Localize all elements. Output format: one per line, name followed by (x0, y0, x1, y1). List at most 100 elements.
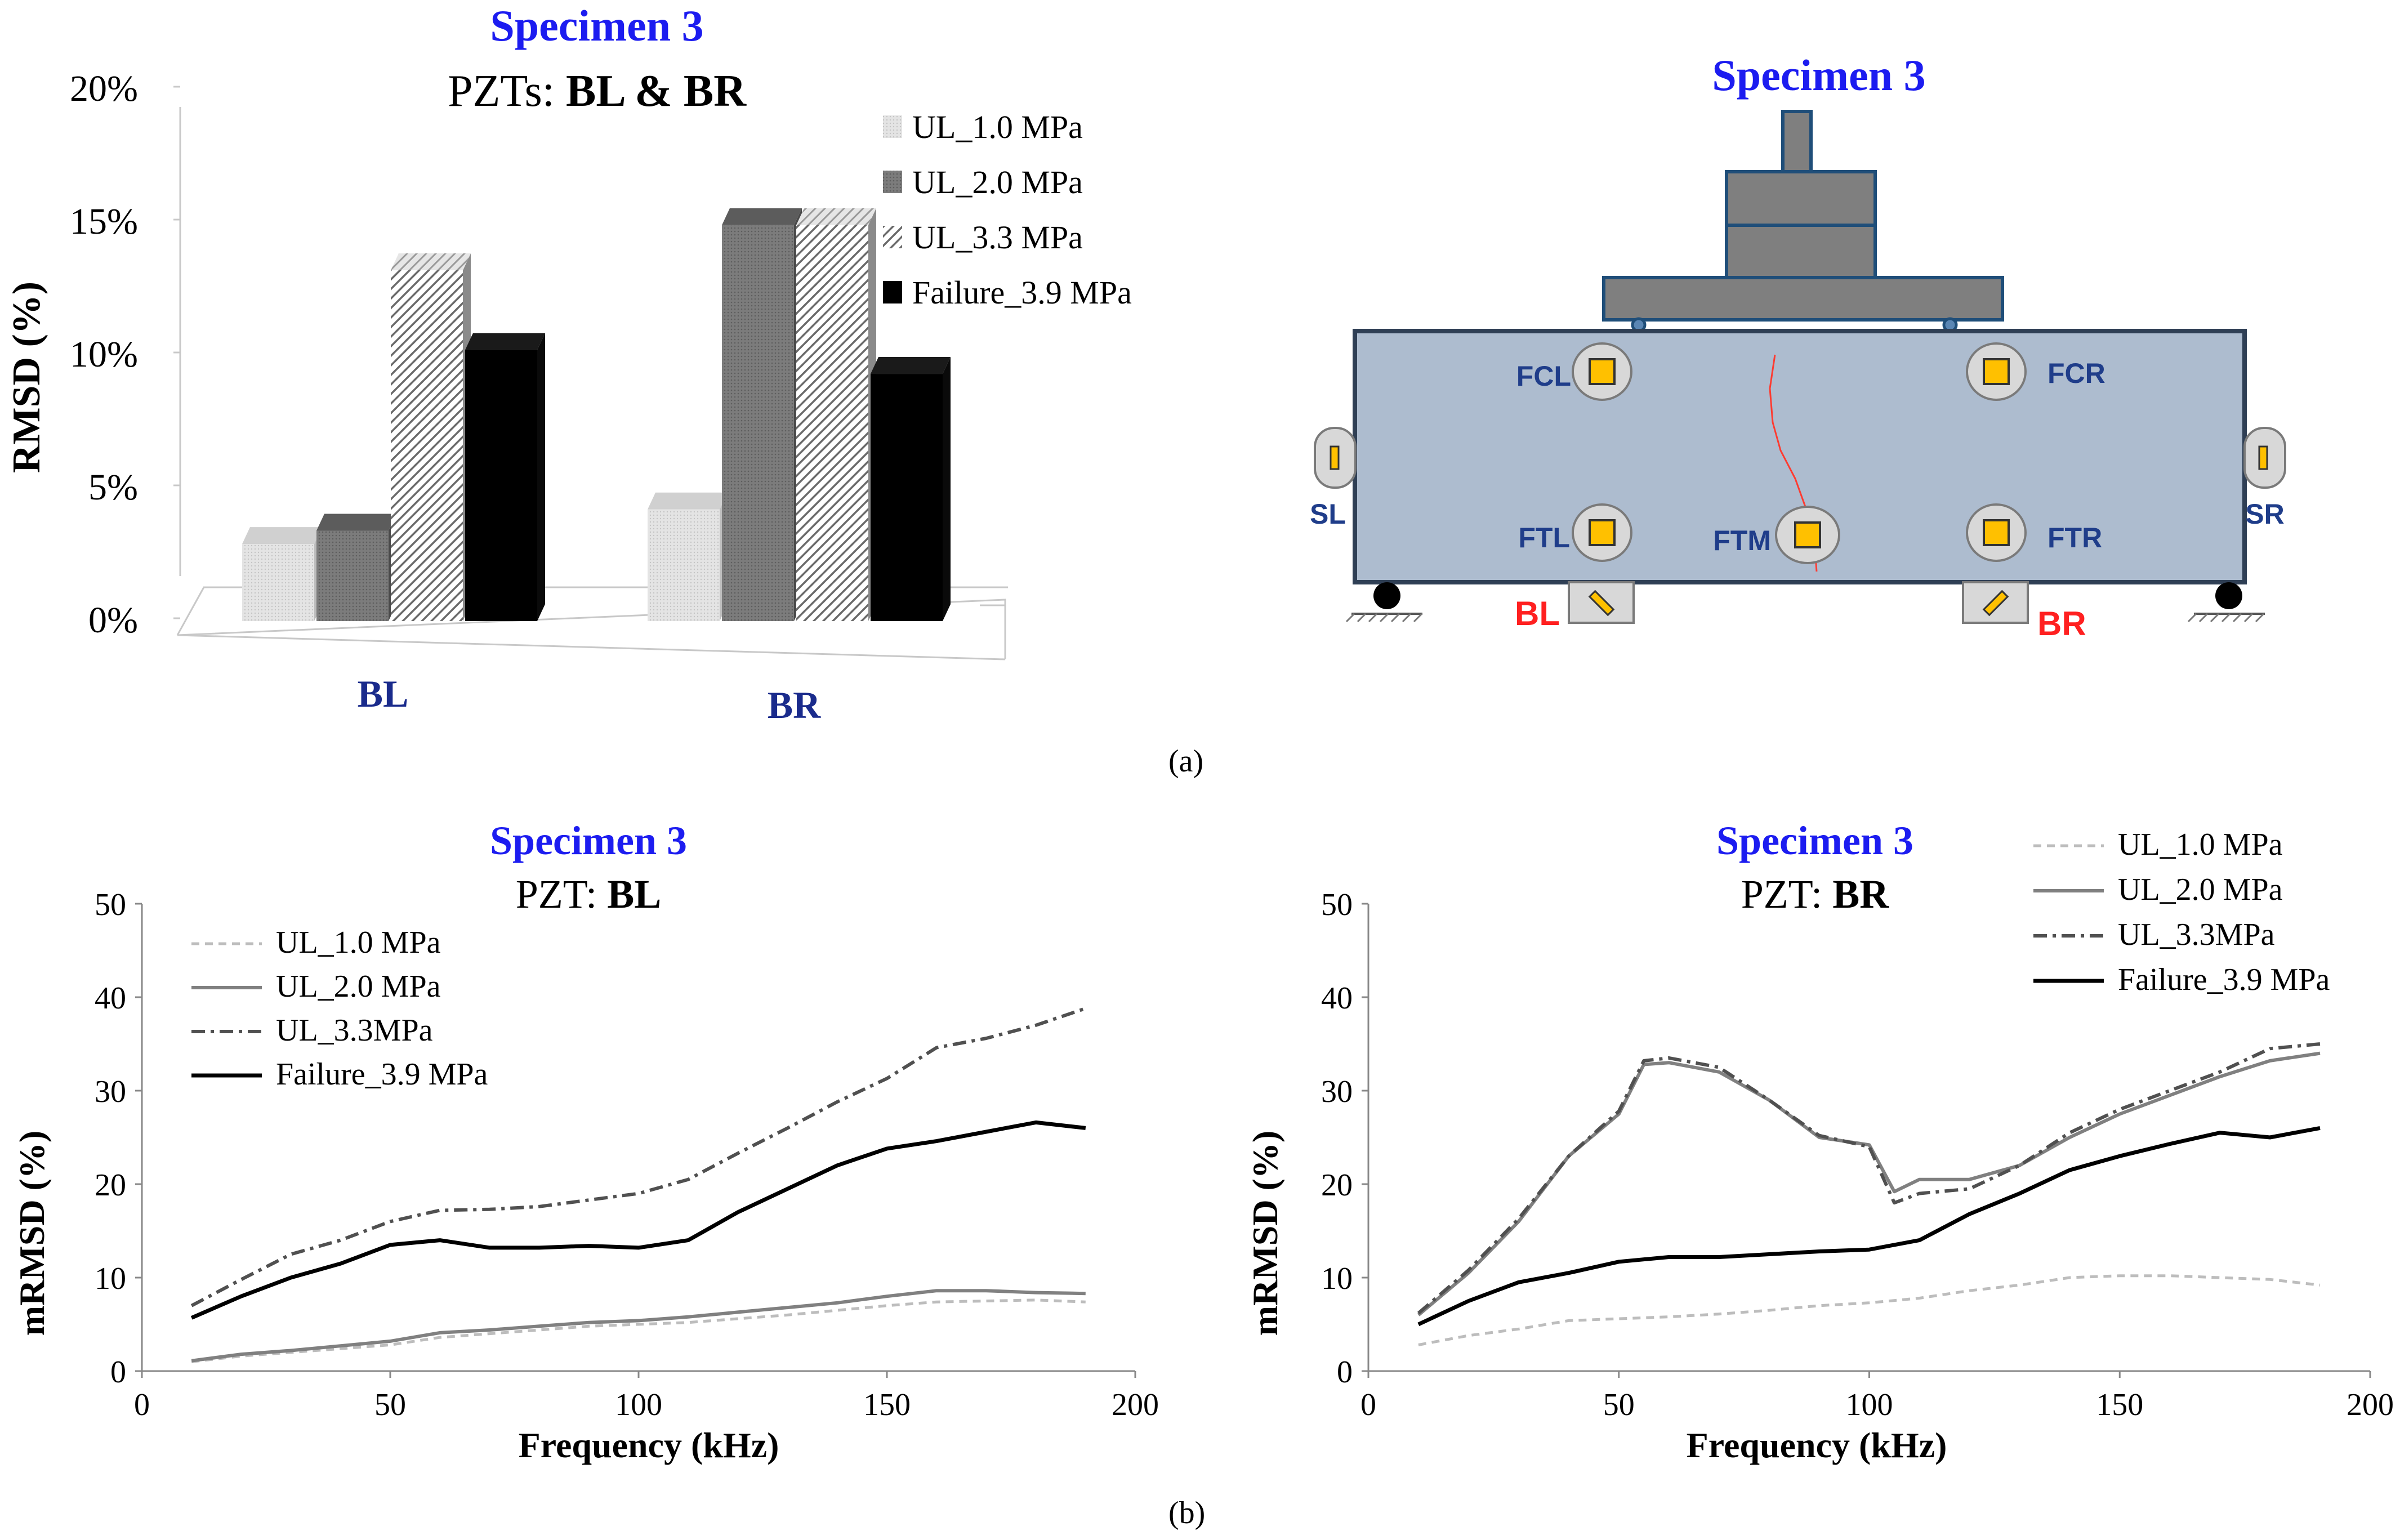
line-chart-bl-axes: 0 50 100 150 200 0 10 20 30 40 50 (95, 887, 1159, 1422)
line-chart-br-subtitle-prefix: PZT: (1741, 872, 1832, 917)
line-chart-br-x-axis-label: Frequency (kHz) (1687, 1425, 1947, 1465)
bar-top (722, 208, 802, 225)
bar (391, 270, 463, 622)
bar (796, 225, 868, 622)
bar-chart-subtitle-prefix: PZTs: (448, 66, 566, 116)
svg-text:SR: SR (2245, 498, 2284, 530)
x-tick-label: 100 (615, 1387, 662, 1422)
bar-chart-categories: BL BR (358, 672, 821, 726)
x-tick-label: 50 (374, 1387, 406, 1422)
sensor-bl: BL (1515, 581, 1635, 632)
y-tick-label: 5% (88, 467, 138, 508)
line-chart-br-legend: UL_1.0 MPa UL_2.0 MPa UL_3.3MPa Failure_3.9… (2033, 827, 2330, 997)
legend-label: UL_2.0 MPa (276, 969, 441, 1004)
sensor-ftl: FTL (1518, 503, 1632, 562)
line-chart-br-subtitle-bold: BR (1832, 872, 1889, 917)
mrmsd-line-chart-bl: Specimen 3 PZT: BL Frequency (kHz) mRMSD… (12, 818, 1159, 1465)
y-tick-label: 10 (1321, 1261, 1353, 1296)
mrmsd-line-chart-br: Specimen 3 PZT: BR Frequency (kHz) mRMSD… (1245, 818, 2394, 1465)
y-tick-label: 0% (88, 600, 138, 641)
bar-chart-panel: Specimen 3 PZTs: BL & BR RMSD (%) 0% 5% 10… (0, 0, 1211, 749)
caption-a: (a) (1168, 744, 1204, 779)
series-line (1417, 1126, 2321, 1327)
sensor-ftr: FTR (1966, 503, 2102, 562)
line-chart-bl-title: Specimen 3 (490, 818, 687, 863)
line-chart-bl-subtitle-prefix: PZT: (516, 872, 607, 917)
bar-chart-title: Specimen 3 (490, 1, 703, 50)
y-tick-label: 15% (70, 201, 138, 242)
bar (648, 509, 720, 621)
bar (871, 374, 943, 621)
load-ram (1781, 110, 1813, 176)
specimen-diagram-panel: Specimen 3 FCL FCR FTL FT (1295, 34, 2365, 642)
svg-text:BR: BR (2037, 605, 2086, 642)
support-right (2187, 582, 2265, 623)
y-tick-label: 20% (70, 68, 138, 109)
line-chart-bl-subtitle-bold: BL (607, 872, 661, 917)
x-tick-label: 100 (1846, 1387, 1893, 1422)
line-chart-bl-x-axis-label: Frequency (kHz) (519, 1425, 779, 1465)
y-tick-label: 0 (1337, 1355, 1353, 1390)
series-line (1418, 1274, 2321, 1346)
y-tick-label: 10 (95, 1261, 126, 1296)
x-tick-label: 0 (1360, 1387, 1376, 1422)
line-chart-br-y-axis-label: mRMSD (%) (1245, 1131, 1285, 1336)
legend-label: UL_1.0 MPa (912, 109, 1083, 145)
bar (316, 530, 389, 621)
svg-text:BL: BL (1515, 595, 1560, 632)
diagram-title: Specimen 3 (1712, 51, 1925, 100)
legend-swatch (883, 281, 902, 303)
line-chart-br-axes: 0 50 100 150 200 0 10 20 30 40 50 (1321, 887, 2394, 1422)
line-chart-bl-y-axis-label: mRMSD (%) (12, 1131, 52, 1336)
bar-chart-legend: UL_1.0 MPa UL_2.0 MPa UL_3.3 MPa Failure_3.… (883, 109, 1132, 311)
load-block-upper (1725, 170, 1877, 230)
legend-label: Failure_3.9 MPa (912, 274, 1132, 311)
legend-label: Failure_3.9 MPa (276, 1057, 488, 1092)
legend-label: UL_3.3 MPa (912, 219, 1083, 256)
legend-swatch (883, 115, 902, 138)
series-line (1417, 1042, 2321, 1315)
svg-text:FCL: FCL (1516, 360, 1571, 392)
legend-label: UL_2.0 MPa (2118, 872, 2283, 907)
y-tick-label: 10% (70, 334, 138, 375)
line-chart-br-panel: Specimen 3 PZT: BR Frequency (kHz) mRMSD… (1200, 805, 2400, 1498)
y-tick-label: 30 (95, 1074, 126, 1109)
line-chart-bl-series (190, 1007, 1086, 1363)
spreader-beam (1602, 276, 2004, 322)
category-label: BR (768, 684, 821, 726)
bar (722, 225, 794, 622)
legend-label: UL_3.3MPa (2118, 917, 2275, 952)
legend-label: UL_1.0 MPa (276, 925, 441, 960)
concrete-beam (1353, 329, 2247, 584)
svg-text:FTL: FTL (1518, 522, 1570, 553)
x-tick-label: 150 (863, 1387, 911, 1422)
category-label: BL (358, 672, 409, 715)
svg-text:FTR: FTR (2047, 522, 2102, 553)
y-tick-label: 40 (95, 981, 126, 1016)
line-chart-br-subtitle: PZT: BR (1741, 872, 1889, 917)
x-tick-label: 200 (1112, 1387, 1159, 1422)
svg-text:FTM: FTM (1713, 525, 1771, 556)
load-block-lower (1725, 224, 1877, 282)
y-tick-label: 40 (1321, 981, 1353, 1016)
bar-side (943, 357, 951, 621)
bar (465, 350, 537, 621)
bar (242, 544, 314, 621)
legend-label: UL_2.0 MPa (912, 164, 1083, 200)
y-tick-label: 20 (95, 1168, 126, 1203)
sensor-fcr: FCR (1966, 342, 2105, 401)
floor-front-edge (177, 634, 1006, 660)
y-tick-label: 50 (95, 887, 126, 922)
bar-chart-y-axis-label: RMSD (%) (5, 282, 48, 473)
bar-chart-bars (242, 208, 951, 622)
series-line (1417, 1051, 2321, 1316)
svg-text:FCR: FCR (2047, 358, 2105, 389)
bar-top (316, 514, 396, 531)
series-line (191, 1298, 1086, 1363)
sensor-ftm: FTM (1713, 506, 1840, 564)
x-tick-label: 50 (1603, 1387, 1635, 1422)
line-chart-br-series (1417, 1042, 2321, 1346)
bar-top (648, 492, 728, 510)
bar-chart-y-ticks: 0% 5% 10% 15% 20% (70, 68, 180, 641)
series-line (191, 1289, 1086, 1363)
